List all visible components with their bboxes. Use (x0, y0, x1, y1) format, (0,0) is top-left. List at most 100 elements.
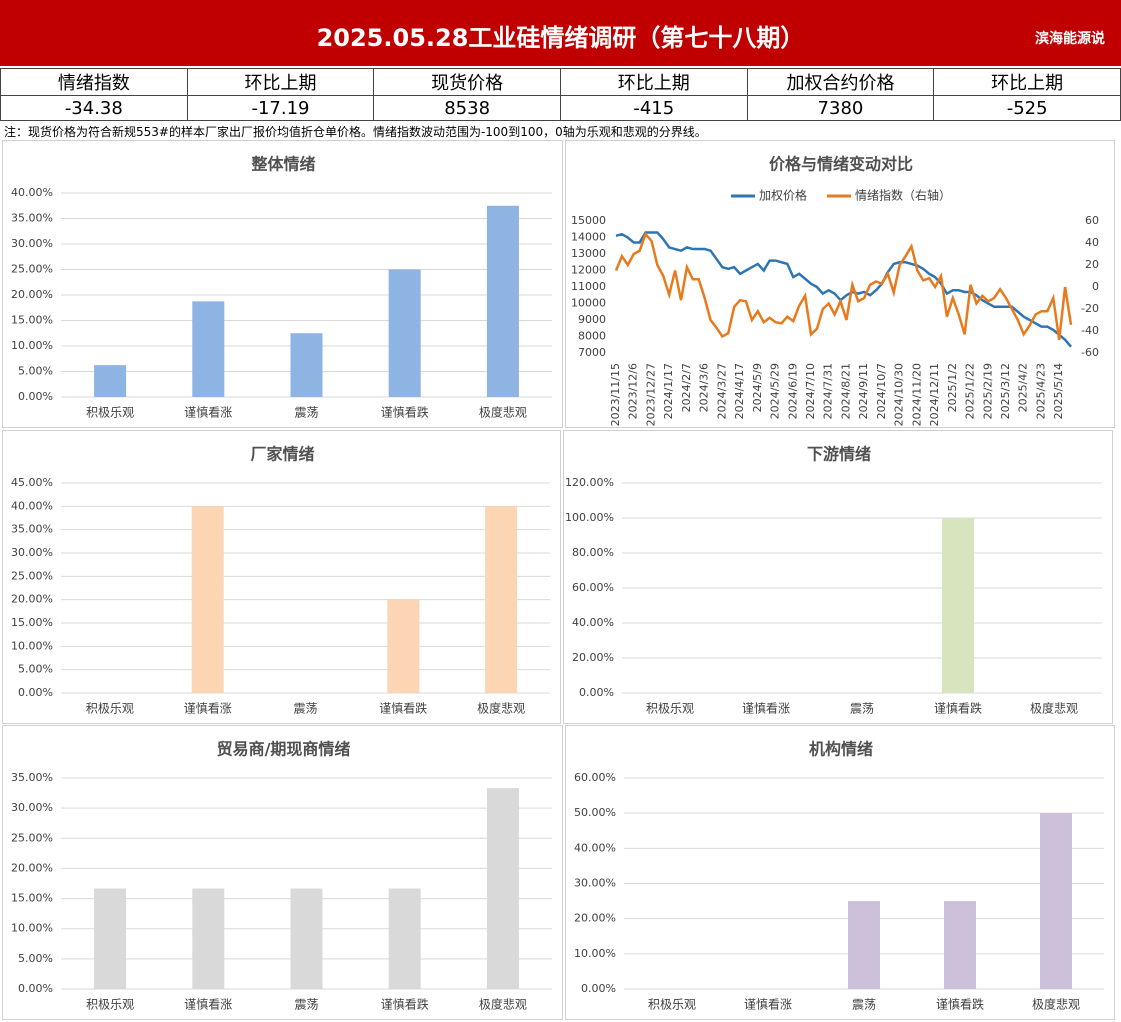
y-tick-label: 40.00% (11, 186, 53, 199)
y2-tick-label: 60 (1085, 214, 1099, 227)
x-tick-label: 极度悲观 (477, 701, 525, 716)
header-row: 情绪指数 环比上期 现货价格 环比上期 加权合约价格 环比上期 (0, 68, 1121, 96)
y-tick-label: 80.00% (572, 546, 614, 559)
chart-title: 整体情绪 (250, 155, 315, 174)
x-tick-label: 谨慎看涨 (744, 997, 792, 1012)
x-tick-label: 2024/5/29 (769, 363, 782, 419)
y-tick-label: 100.00% (565, 511, 614, 524)
y-tick-label: 35.00% (11, 523, 53, 536)
x-tick-label: 积极乐观 (648, 998, 696, 1012)
chart-panel: 价格与情绪变动对比 7000 8000 9000 10000 11000 12000 1300… (565, 140, 1115, 428)
y-tick-label: 0.00% (579, 686, 614, 699)
y2-tick-label: 20 (1085, 258, 1099, 271)
value-row: -34.38 -17.19 8538 -415 7380 -525 (0, 95, 1121, 121)
y-tick-label: 9000 (578, 313, 606, 326)
y-tick-label: 20.00% (11, 288, 53, 301)
y-tick-label: 15.00% (11, 892, 53, 905)
y-tick-label: 12000 (571, 264, 606, 277)
x-tick-label: 震荡 (294, 998, 318, 1012)
bar (191, 506, 224, 693)
value-cell: 7380 (746, 95, 935, 121)
header-cell: 加权合约价格 (746, 68, 935, 96)
y-tick-label: 40.00% (11, 499, 53, 512)
x-tick-label: 积极乐观 (86, 406, 134, 420)
x-tick-label: 2023/12/6 (627, 363, 640, 419)
note: 注：现货价格为符合新规553#的样本厂家出厂报价均值折仓单价格。情绪指数波动范围… (4, 125, 707, 139)
x-tick-label: 2024/6/19 (786, 363, 799, 419)
y-tick-label: 45.00% (11, 476, 53, 489)
x-tick-label: 谨慎看跌 (379, 701, 427, 716)
bar (486, 788, 519, 989)
x-tick-label: 谨慎看涨 (184, 997, 232, 1012)
y-tick-label: 10.00% (574, 947, 616, 960)
x-tick-label: 谨慎看跌 (381, 405, 429, 420)
x-tick-label: 2024/7/10 (804, 363, 817, 419)
x-tick-label: 谨慎看涨 (184, 701, 232, 716)
y2-tick-label: 0 (1092, 280, 1099, 293)
bar (94, 888, 127, 989)
brand: 滨海能源说 (1035, 31, 1105, 47)
chart-title: 贸易商/期现商情绪 (217, 740, 351, 759)
x-tick-label: 2024/10/30 (893, 363, 906, 426)
x-tick-label: 谨慎看跌 (381, 997, 429, 1012)
y-tick-label: 0.00% (581, 982, 616, 995)
x-tick-label: 震荡 (293, 702, 317, 716)
y-tick-label: 5.00% (18, 952, 53, 965)
x-tick-label: 极度悲观 (479, 405, 527, 420)
chart-title: 价格与情绪变动对比 (769, 155, 913, 174)
y-tick-label: 35.00% (11, 771, 53, 784)
y-tick-label: 25.00% (11, 831, 53, 844)
x-tick-label: 2023/11/15 (609, 363, 622, 426)
bar (848, 901, 880, 989)
x-tick-label: 2024/1/17 (662, 363, 675, 419)
y-tick-label: 60.00% (574, 771, 616, 784)
x-tick-label: 极度悲观 (1032, 997, 1080, 1012)
x-tick-label: 震荡 (850, 702, 874, 716)
legend-label: 加权价格 (759, 188, 807, 203)
x-tick-label: 2023/12/27 (644, 363, 657, 426)
value-cell: -525 (933, 95, 1121, 121)
y-tick-label: 7000 (578, 346, 606, 359)
y-tick-label: 10.00% (11, 922, 53, 935)
x-tick-label: 谨慎看跌 (936, 997, 984, 1012)
x-tick-label: 2024/7/31 (822, 363, 835, 419)
chart-panel: 整体情绪 0.00% 5.00% 10.00% 15.00% 20.00% 25.00% 30… (2, 140, 563, 428)
y-tick-label: 40.00% (574, 841, 616, 854)
y-tick-label: 0.00% (18, 982, 53, 995)
x-tick-label: 2025/5/14 (1052, 363, 1065, 419)
y-tick-label: 15.00% (11, 314, 53, 327)
x-tick-label: 2024/10/7 (875, 363, 888, 419)
x-tick-label: 极度悲观 (479, 997, 527, 1012)
y-tick-label: 15.00% (11, 616, 53, 629)
x-tick-label: 积极乐观 (86, 998, 134, 1012)
y2-tick-label: -20 (1081, 302, 1099, 315)
legend-label: 情绪指数（右轴） (855, 188, 951, 203)
x-tick-label: 2024/3/27 (715, 363, 728, 419)
chart-panel: 下游情绪 0.00% 20.00% 40.00% 60.00% 80.00% 100.00%… (563, 430, 1113, 724)
header-cell: 环比上期 (933, 68, 1121, 96)
x-tick-label: 2025/4/2 (1017, 363, 1030, 412)
x-tick-label: 谨慎看涨 (742, 701, 790, 716)
x-tick-label: 2024/2/7 (680, 363, 693, 412)
line-series (615, 231, 1072, 348)
bar (485, 506, 518, 693)
y-tick-label: 11000 (571, 280, 606, 293)
bar (486, 205, 519, 397)
y-tick-label: 30.00% (574, 877, 616, 890)
bar (290, 333, 323, 397)
bar (387, 599, 420, 693)
y2-tick-label: -60 (1081, 346, 1099, 359)
y-tick-label: 15000 (571, 214, 606, 227)
y-tick-label: 10.00% (11, 339, 53, 352)
y-tick-label: 25.00% (11, 263, 53, 276)
header-cell: 现货价格 (373, 68, 561, 96)
y-tick-label: 50.00% (574, 806, 616, 819)
y-tick-label: 30.00% (11, 801, 53, 814)
bar (1040, 813, 1072, 989)
y-tick-label: 13000 (571, 247, 606, 260)
x-tick-label: 2025/2/19 (981, 363, 994, 419)
bar (388, 269, 421, 397)
value-cell: -17.19 (186, 95, 375, 121)
x-tick-label: 2024/3/6 (698, 363, 711, 412)
